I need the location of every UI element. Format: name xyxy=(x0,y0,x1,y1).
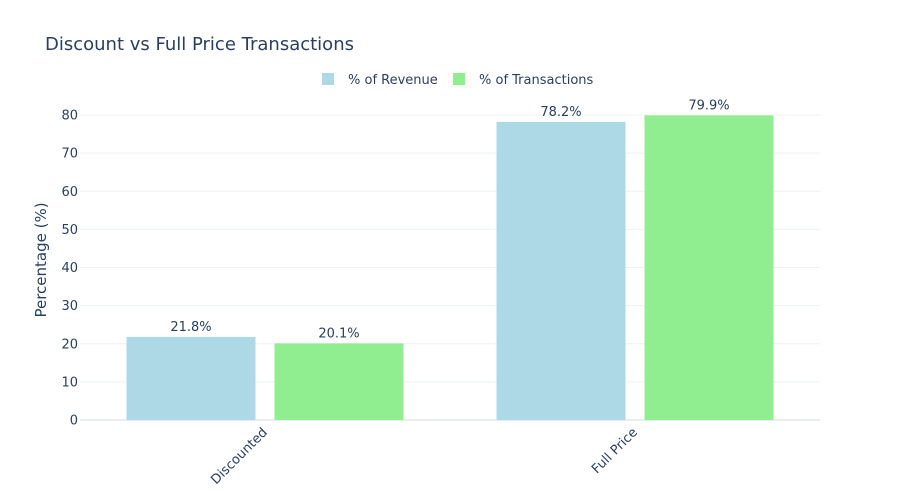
y-tick-label: 0 xyxy=(70,414,78,429)
y-tick-label: 40 xyxy=(61,261,78,276)
bar-1-1 xyxy=(644,115,774,420)
y-tick-label: 30 xyxy=(61,299,78,314)
bar-value-label: 21.8% xyxy=(170,320,211,335)
y-tick-label: 70 xyxy=(61,147,78,162)
bar-value-label: 79.9% xyxy=(688,98,729,113)
y-tick-label: 50 xyxy=(61,223,78,238)
bars xyxy=(126,115,774,421)
x-tick-label: Full Price xyxy=(589,425,641,477)
x-tick-label: Discounted xyxy=(208,425,270,487)
y-axis-ticks: 0 10 20 30 40 50 60 70 80 xyxy=(61,109,78,429)
legend-swatch-1[interactable] xyxy=(453,73,465,85)
bar-0-0 xyxy=(126,336,256,420)
chart-title: Discount vs Full Price Transactions xyxy=(45,34,354,55)
bar-1-0 xyxy=(496,121,626,421)
bar-value-label: 20.1% xyxy=(318,326,359,341)
legend[interactable]: % of Revenue % of Transactions xyxy=(322,73,594,88)
legend-label-0[interactable]: % of Revenue xyxy=(348,73,438,88)
x-axis-ticks: Discounted Full Price xyxy=(208,425,640,487)
bar-value-label: 78.2% xyxy=(540,105,581,120)
y-tick-label: 10 xyxy=(61,375,78,390)
bar-data-labels: 21.8% 20.1% 78.2% 79.9% xyxy=(170,98,729,341)
y-tick-label: 20 xyxy=(61,337,78,352)
y-axis-label: Percentage (%) xyxy=(32,202,50,317)
legend-swatch-0[interactable] xyxy=(322,73,334,85)
y-tick-label: 80 xyxy=(61,109,78,124)
bar-0-1 xyxy=(274,343,404,420)
y-tick-label: 60 xyxy=(61,185,78,200)
legend-label-1[interactable]: % of Transactions xyxy=(479,73,594,88)
